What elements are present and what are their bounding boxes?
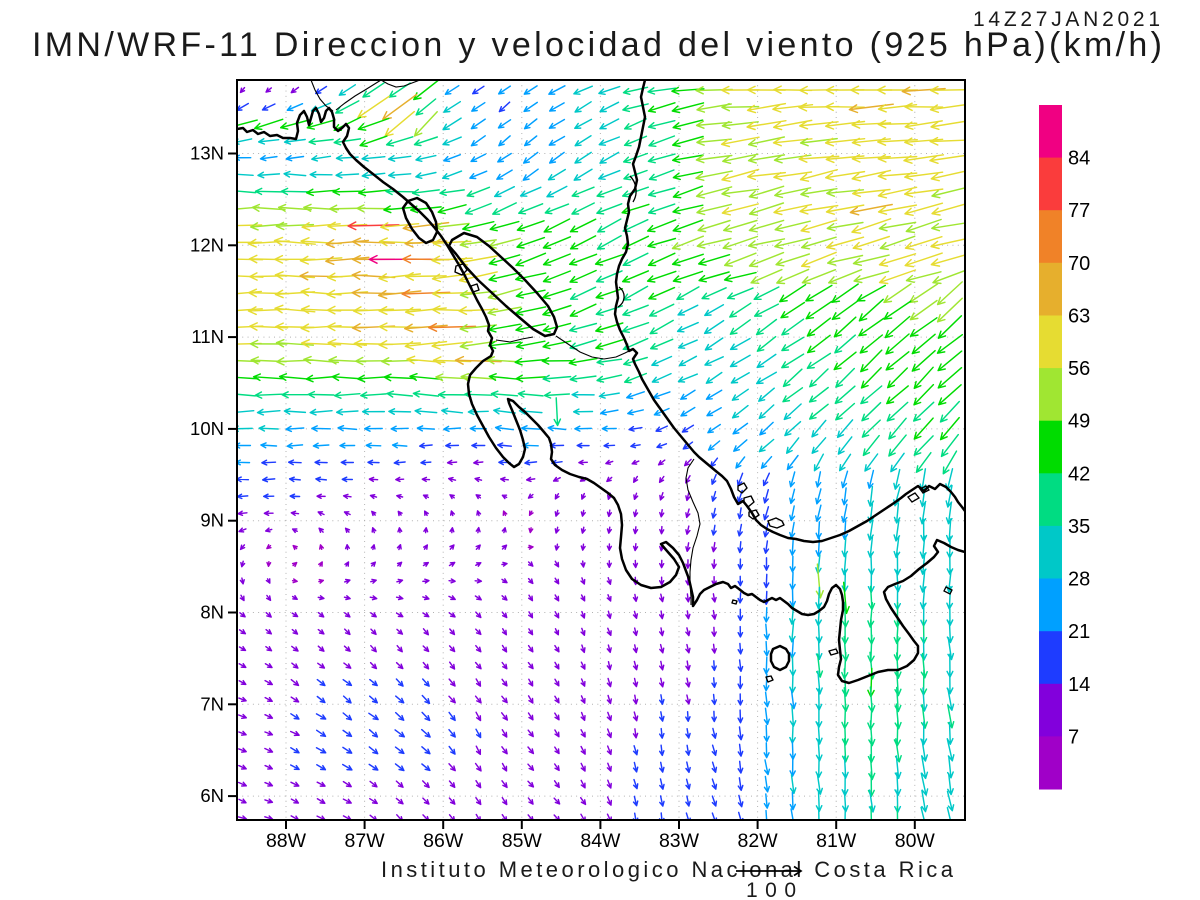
svg-text:84W: 84W	[580, 830, 621, 852]
svg-text:84: 84	[1068, 148, 1090, 170]
svg-text:86W: 86W	[423, 830, 464, 852]
svg-text:7: 7	[1068, 726, 1079, 748]
svg-text:Instituto Meteorologico Nacion: Instituto Meteorologico Nacional Costa R…	[381, 857, 954, 882]
svg-text:9N: 9N	[200, 510, 224, 531]
svg-text:63: 63	[1068, 306, 1090, 328]
svg-text:82W: 82W	[738, 830, 779, 852]
svg-text:35: 35	[1068, 516, 1090, 538]
svg-text:14Z27JAN2021: 14Z27JAN2021	[973, 8, 1160, 31]
svg-text:80W: 80W	[895, 830, 936, 852]
svg-text:70: 70	[1068, 253, 1090, 275]
svg-text:83W: 83W	[659, 830, 700, 852]
svg-text:11N: 11N	[191, 326, 224, 347]
svg-text:88W: 88W	[266, 830, 307, 852]
svg-text:21: 21	[1068, 621, 1090, 643]
svg-text:42: 42	[1068, 463, 1090, 485]
svg-text:77: 77	[1068, 200, 1090, 222]
svg-text:49: 49	[1068, 411, 1090, 433]
svg-text:8N: 8N	[200, 602, 224, 623]
svg-text:85W: 85W	[502, 830, 543, 852]
svg-text:28: 28	[1068, 569, 1090, 591]
svg-text:14: 14	[1068, 674, 1090, 696]
svg-text:87W: 87W	[345, 830, 386, 852]
svg-text:12N: 12N	[190, 234, 224, 255]
svg-text:10N: 10N	[190, 418, 224, 439]
svg-text:56: 56	[1068, 358, 1090, 380]
svg-text:6N: 6N	[200, 785, 224, 806]
svg-text:13N: 13N	[190, 143, 224, 164]
svg-text:7N: 7N	[200, 693, 224, 714]
svg-text:100: 100	[746, 879, 796, 900]
svg-text:81W: 81W	[816, 830, 857, 852]
